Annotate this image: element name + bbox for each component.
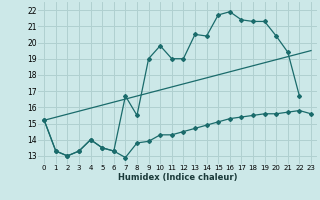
X-axis label: Humidex (Indice chaleur): Humidex (Indice chaleur): [118, 173, 237, 182]
